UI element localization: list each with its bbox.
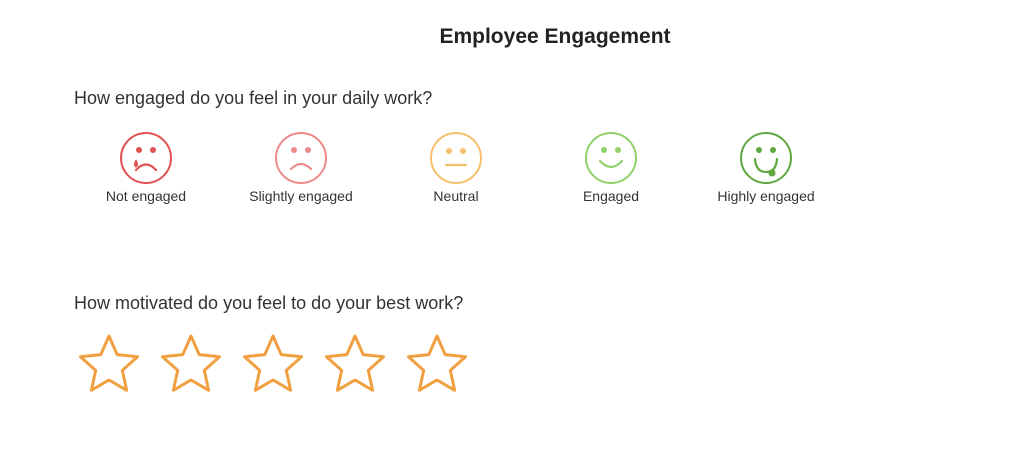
option-label: Highly engaged — [717, 188, 814, 204]
rating-star[interactable] — [242, 334, 304, 392]
option-label: Engaged — [583, 188, 639, 204]
question-text: How engaged do you feel in your daily wo… — [74, 88, 432, 108]
rating-star[interactable] — [160, 334, 222, 392]
rating-face[interactable] — [430, 132, 482, 184]
rating-star[interactable] — [78, 334, 140, 392]
rating-star[interactable] — [406, 334, 468, 392]
option-label: Neutral — [433, 188, 478, 204]
rating-face[interactable] — [120, 132, 172, 184]
rating-star[interactable] — [324, 334, 386, 392]
question-text: How motivated do you feel to do your bes… — [74, 293, 463, 313]
option-label: Slightly engaged — [249, 188, 353, 204]
rating-face[interactable] — [275, 132, 327, 184]
rating-face[interactable] — [585, 132, 637, 184]
form-title: Employee Engagement — [439, 25, 670, 48]
option-label: Not engaged — [106, 188, 186, 204]
rating-face[interactable] — [740, 132, 792, 184]
